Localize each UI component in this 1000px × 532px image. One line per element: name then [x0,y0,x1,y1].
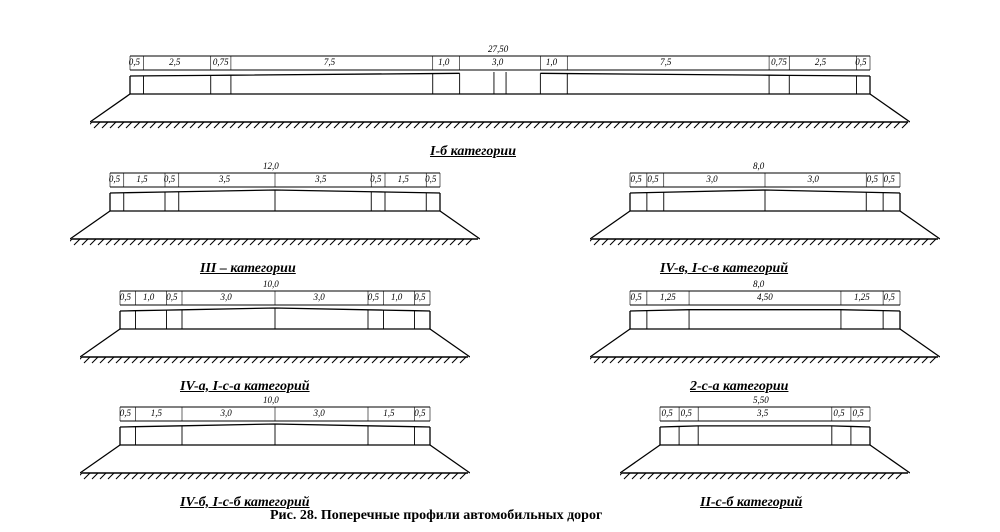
dim-seg: 1,0 [438,57,449,67]
dim-seg: 0,5 [368,292,379,302]
dim-seg: 0,5 [120,408,131,418]
dim-seg: 3,5 [757,408,768,418]
dim-seg: 0,5 [884,174,895,184]
dim-total: 27,50 [488,44,508,54]
dim-seg: 0,5 [414,408,425,418]
dim-seg: 2,5 [815,57,826,67]
dim-seg: 0,5 [662,408,673,418]
dim-seg: 0,5 [164,174,175,184]
profile-title: IV-в, I-с-в категорий [660,261,788,277]
dim-seg: 1,5 [151,408,162,418]
dim-seg: 3,0 [221,292,232,302]
dim-seg: 0,5 [681,408,692,418]
dim-seg: 3,0 [492,57,503,67]
dim-seg: 2,5 [169,57,180,67]
dim-seg: 1,0 [546,57,557,67]
dim-seg: 1,0 [391,292,402,302]
dim-total: 10,0 [263,395,279,405]
dim-seg: 0,75 [213,57,229,67]
dim-seg: 0,5 [166,292,177,302]
dim-seg: 0,5 [109,174,120,184]
dim-seg: 0,5 [852,408,863,418]
dim-seg: 0,5 [630,292,641,302]
dim-total: 10,0 [263,279,279,289]
dim-seg: 0,5 [425,174,436,184]
dim-total: 8,0 [753,279,764,289]
dim-seg: 0,5 [120,292,131,302]
dim-seg: 0,5 [414,292,425,302]
profile-title: II-с-б категорий [700,495,802,511]
dim-seg: 7,5 [324,57,335,67]
dim-seg: 3,0 [314,292,325,302]
dim-seg: 1,5 [398,174,409,184]
dim-seg: 1,5 [383,408,394,418]
dim-seg: 7,5 [660,57,671,67]
dim-total: 8,0 [753,161,764,171]
dim-seg: 4,50 [757,292,773,302]
dim-total: 12,0 [263,161,279,171]
figure-caption: Рис. 28. Поперечные профили автомобильны… [270,508,602,524]
dim-seg: 1,25 [660,292,676,302]
dim-seg: 1,0 [143,292,154,302]
dim-seg: 3,0 [221,408,232,418]
dim-total: 5,50 [753,395,769,405]
dim-seg: 3,5 [315,174,326,184]
dim-seg: 1,5 [136,174,147,184]
dim-seg: 1,25 [854,292,870,302]
dim-seg: 0,5 [867,174,878,184]
dim-seg: 0,5 [855,57,866,67]
profile-title: III – категории [200,261,296,277]
profile-title: 2-с-а категории [690,379,788,395]
dim-seg: 0,5 [647,174,658,184]
dim-seg: 3,0 [706,174,717,184]
dim-seg: 3,0 [808,174,819,184]
dim-seg: 0,5 [129,57,140,67]
profile-title: IV-а, I-с-а категорий [180,379,310,395]
dim-seg: 3,5 [219,174,230,184]
dim-seg: 0,5 [833,408,844,418]
dim-seg: 0,5 [370,174,381,184]
dim-seg: 0,5 [884,292,895,302]
profile-title: I-б категории [430,144,516,160]
dim-seg: 0,5 [630,174,641,184]
dim-seg: 0,75 [771,57,787,67]
dim-seg: 3,0 [314,408,325,418]
